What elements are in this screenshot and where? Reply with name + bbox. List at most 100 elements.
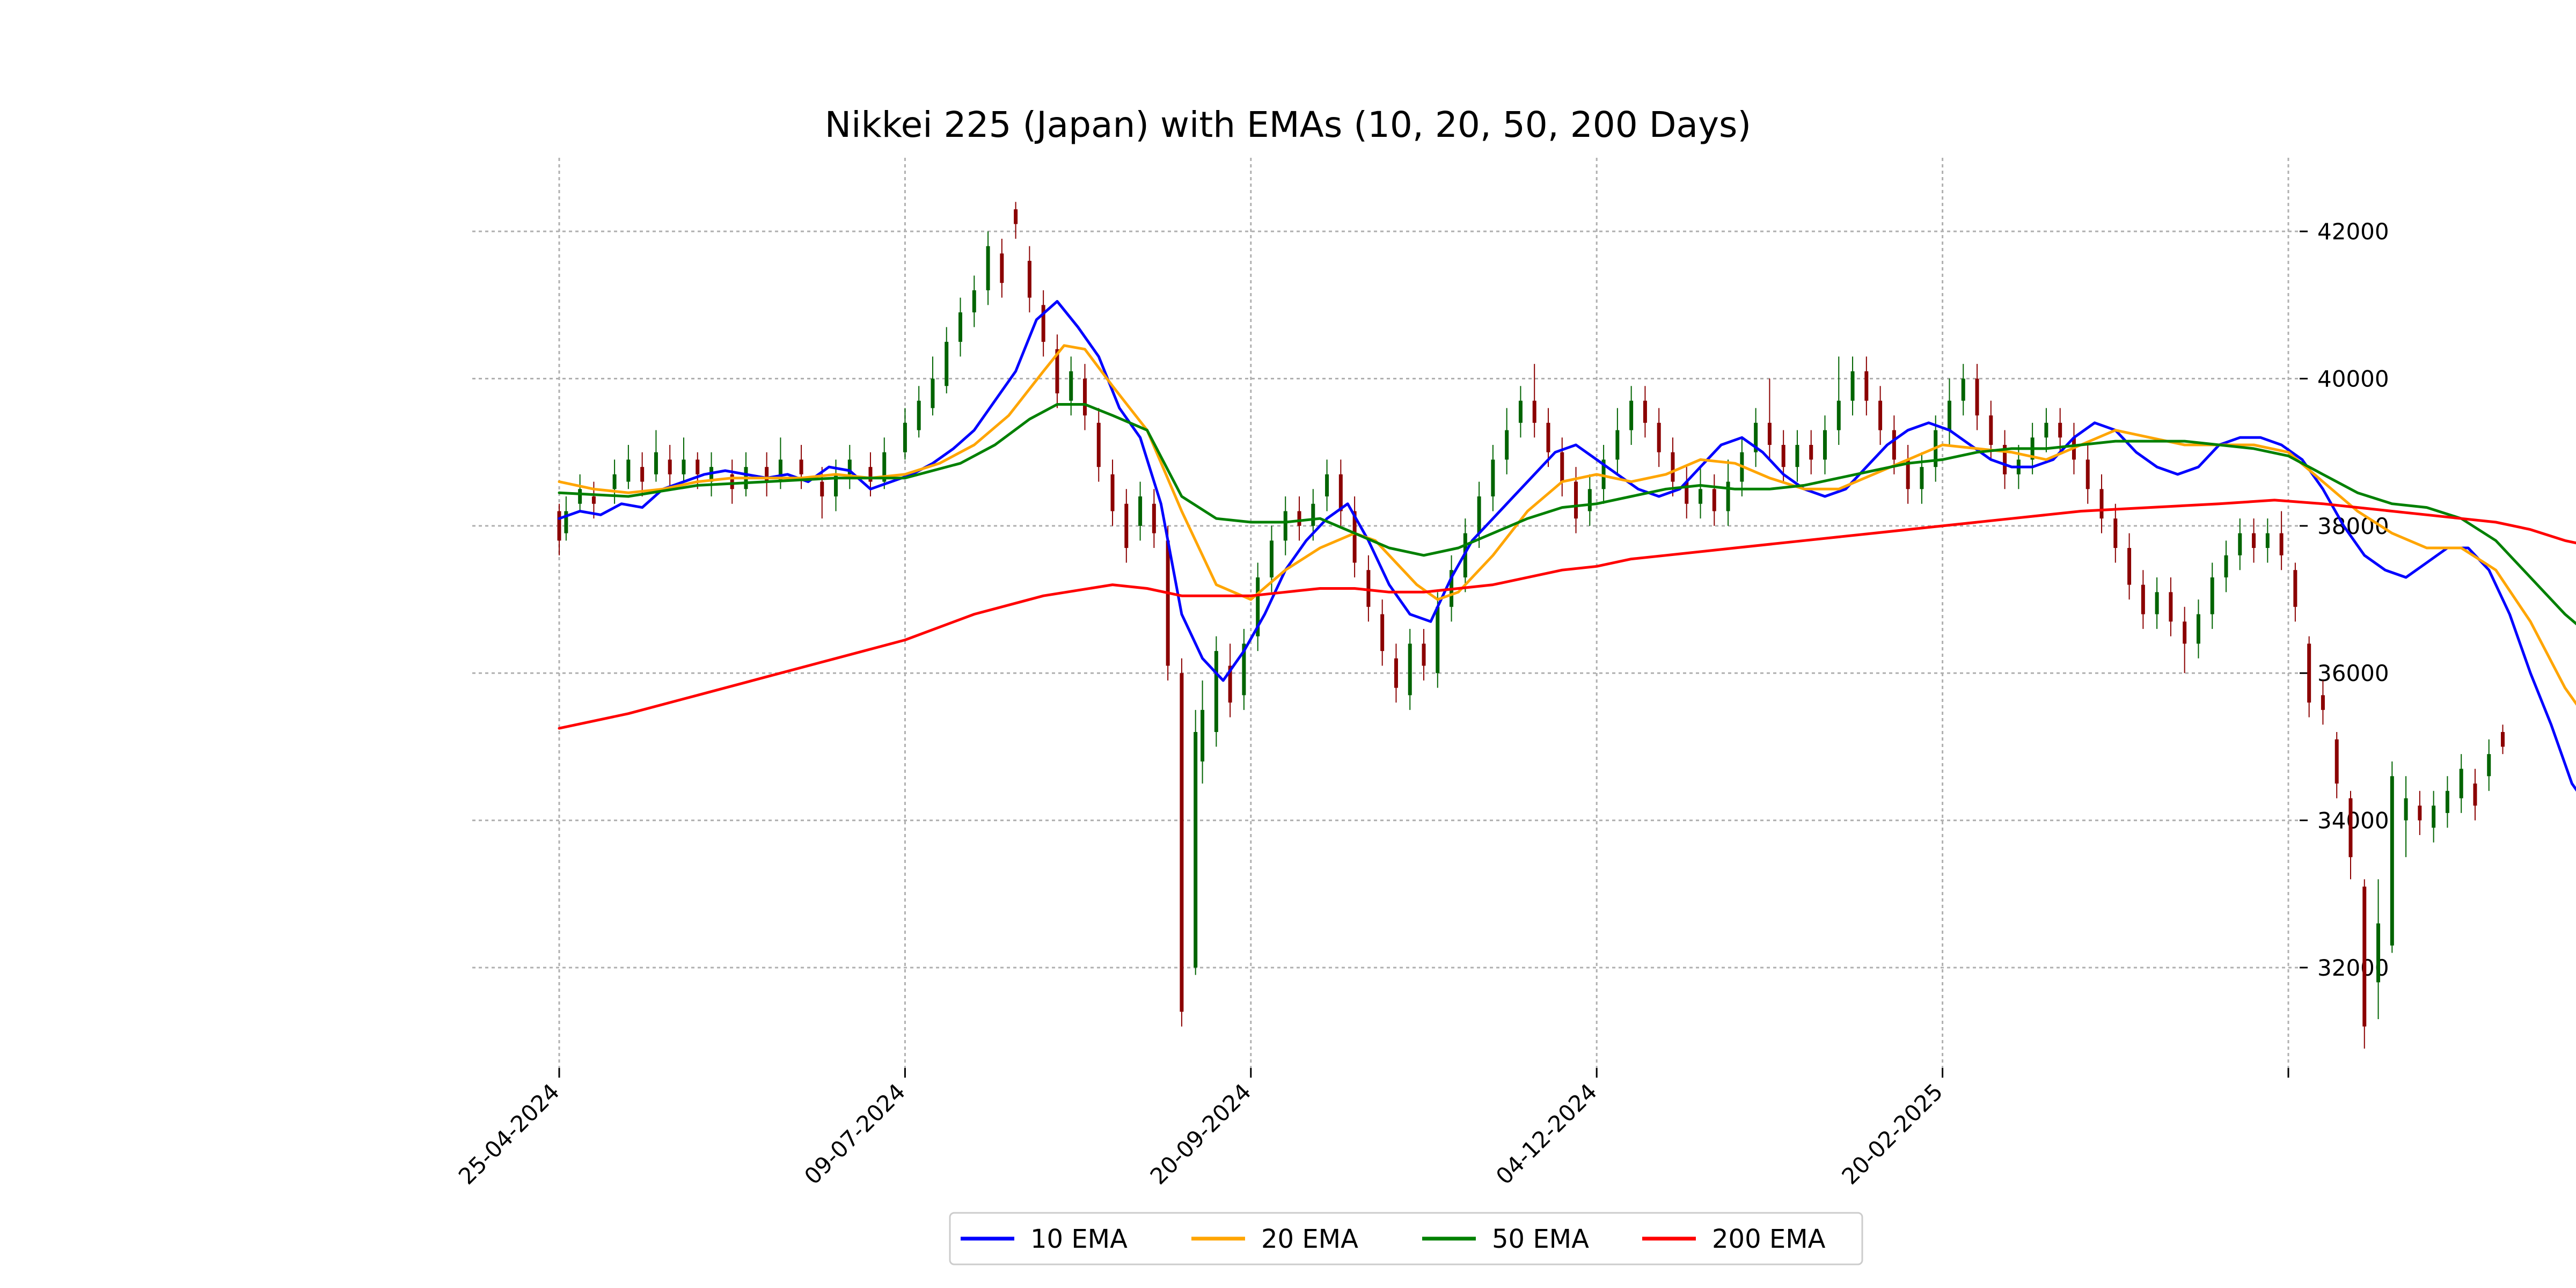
candle-body — [1726, 481, 1730, 511]
candle-up — [882, 437, 887, 489]
candle-body — [1352, 511, 1357, 563]
candle-body — [2127, 548, 2132, 585]
candle-up — [1283, 496, 1287, 555]
candle-up — [2155, 577, 2159, 629]
candle-body — [2501, 731, 2505, 747]
candle-body — [1283, 511, 1287, 541]
candle-body — [730, 474, 734, 489]
candle-down — [799, 444, 803, 489]
candle-body — [2432, 806, 2436, 828]
candle-down — [2418, 791, 2422, 836]
candle-body — [1878, 400, 1883, 430]
candle-up — [2404, 776, 2408, 858]
candle-body — [1906, 459, 1910, 489]
candle-down — [1643, 386, 1647, 438]
candle-up — [1615, 408, 1620, 474]
candle-up — [931, 356, 935, 416]
candle-body — [2445, 791, 2449, 813]
candle-body — [1574, 481, 1578, 519]
candle-body — [2473, 784, 2477, 806]
candle-down — [2127, 533, 2132, 600]
legend-label: 200 EMA — [1712, 1224, 1826, 1254]
candle-body — [1947, 400, 1951, 430]
candle-up — [564, 496, 568, 541]
candle-body — [1124, 503, 1129, 548]
candle-body — [1152, 503, 1156, 533]
candle-body — [1338, 474, 1343, 511]
candle-body — [834, 474, 838, 497]
candle-body — [958, 312, 963, 342]
candle-up — [1505, 408, 1509, 474]
candle-down — [1000, 238, 1004, 298]
candle-up — [903, 408, 907, 460]
candle-body — [945, 341, 949, 386]
candle-body — [1518, 400, 1523, 423]
candle-body — [2099, 489, 2104, 519]
candle-body — [1532, 400, 1536, 423]
candle-down — [1532, 364, 1536, 438]
candle-down — [2473, 769, 2477, 821]
candle-up — [1601, 444, 1606, 504]
candle-body — [557, 511, 561, 541]
candle-down — [2085, 444, 2090, 504]
candle-body — [1096, 422, 1101, 467]
candle-down — [1671, 437, 1675, 497]
candle-up — [1961, 364, 1965, 416]
candle-up — [2432, 791, 2436, 843]
candle-down — [668, 444, 672, 489]
legend-label: 10 EMA — [1030, 1224, 1128, 1254]
candle-body — [1975, 378, 1979, 416]
candle-body — [1269, 540, 1274, 577]
candle-body — [1795, 444, 1799, 467]
candle-down — [1082, 364, 1087, 430]
candle-body — [2334, 739, 2339, 784]
candle-up — [1947, 378, 1951, 445]
candle-down — [1366, 555, 1371, 622]
candle-body — [1110, 474, 1115, 511]
candle-body — [765, 467, 769, 482]
candle-body — [578, 489, 582, 504]
candle-body — [1781, 444, 1785, 467]
candle-body — [1014, 209, 1018, 224]
candle-body — [1311, 503, 1315, 526]
candle-body — [986, 246, 990, 290]
candle-body — [2196, 614, 2200, 644]
candle-down — [1864, 356, 1869, 416]
candle-body — [1422, 643, 1426, 666]
candle-body — [2418, 806, 2422, 821]
candle-down — [1096, 408, 1101, 482]
candle-body — [1041, 305, 1045, 342]
candle-body — [2487, 754, 2491, 777]
candle-down — [1657, 408, 1661, 467]
candle-down — [1014, 202, 1018, 239]
candle-body — [654, 452, 658, 474]
candle-down — [1055, 334, 1059, 408]
candle-up — [1823, 415, 1827, 474]
candle-body — [1643, 400, 1647, 423]
candle-body — [2265, 533, 2270, 548]
candle-down — [1124, 489, 1129, 563]
candle-body — [2210, 577, 2214, 614]
candle-body — [1892, 430, 1896, 460]
candle-down — [2099, 474, 2104, 533]
candle-down — [1906, 444, 1910, 504]
candle-up — [1699, 467, 1703, 519]
candle-body — [882, 452, 887, 482]
legend-label: 20 EMA — [1261, 1224, 1358, 1254]
candle-down — [2169, 577, 2173, 636]
candle-up — [2265, 518, 2270, 563]
legend-frame — [949, 1212, 1863, 1265]
candle-body — [1823, 430, 1827, 460]
candle-body — [1325, 474, 1329, 497]
candle-body — [1767, 422, 1772, 445]
candle-body — [2404, 798, 2408, 821]
candle-body — [2459, 769, 2463, 799]
candle-body — [1699, 489, 1703, 504]
candle-down — [765, 452, 769, 497]
candle-down — [1546, 408, 1550, 467]
candle-body — [1000, 253, 1004, 283]
candle-body — [612, 474, 617, 489]
candle-up — [1477, 481, 1481, 548]
candle-body — [696, 459, 700, 474]
